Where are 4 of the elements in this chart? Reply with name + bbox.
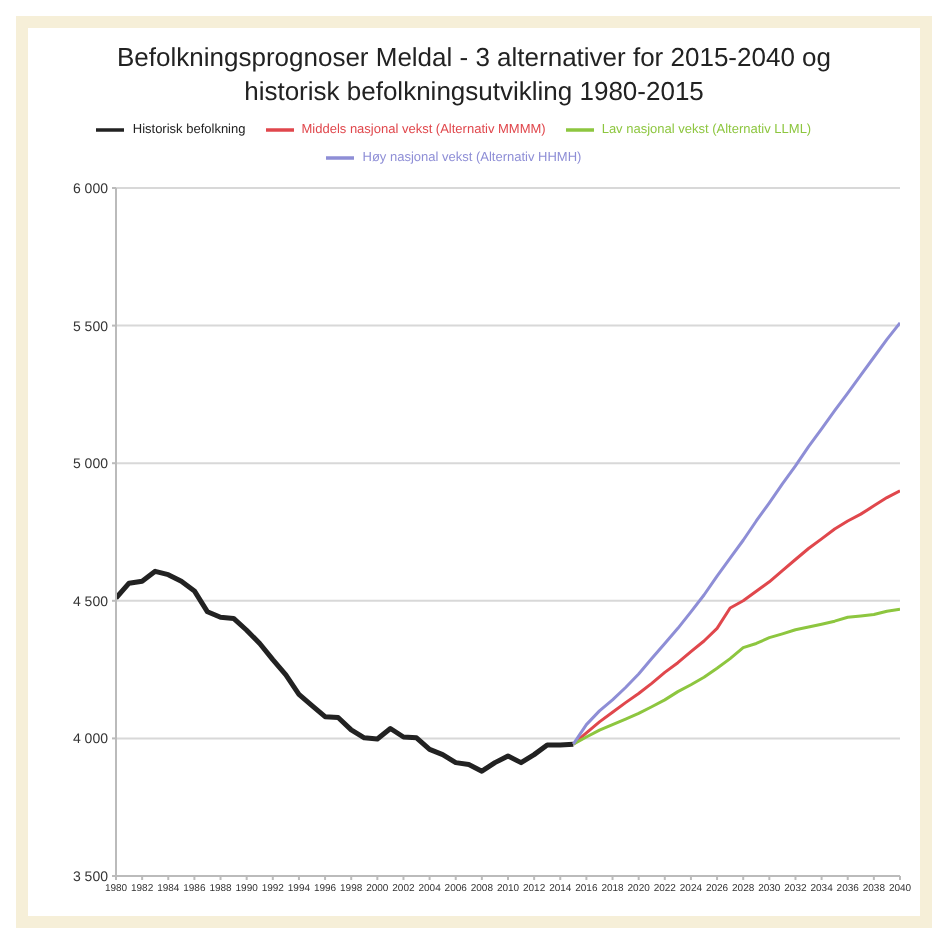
- line-series: [571, 607, 900, 746]
- line-series: [571, 321, 900, 746]
- line-series: [116, 568, 576, 774]
- chart-title: Befolkningsprognoser Meldal - 3 alternativer for 2015-2040 og historisk befolkningsutvikling 1980-2015: [115, 40, 833, 108]
